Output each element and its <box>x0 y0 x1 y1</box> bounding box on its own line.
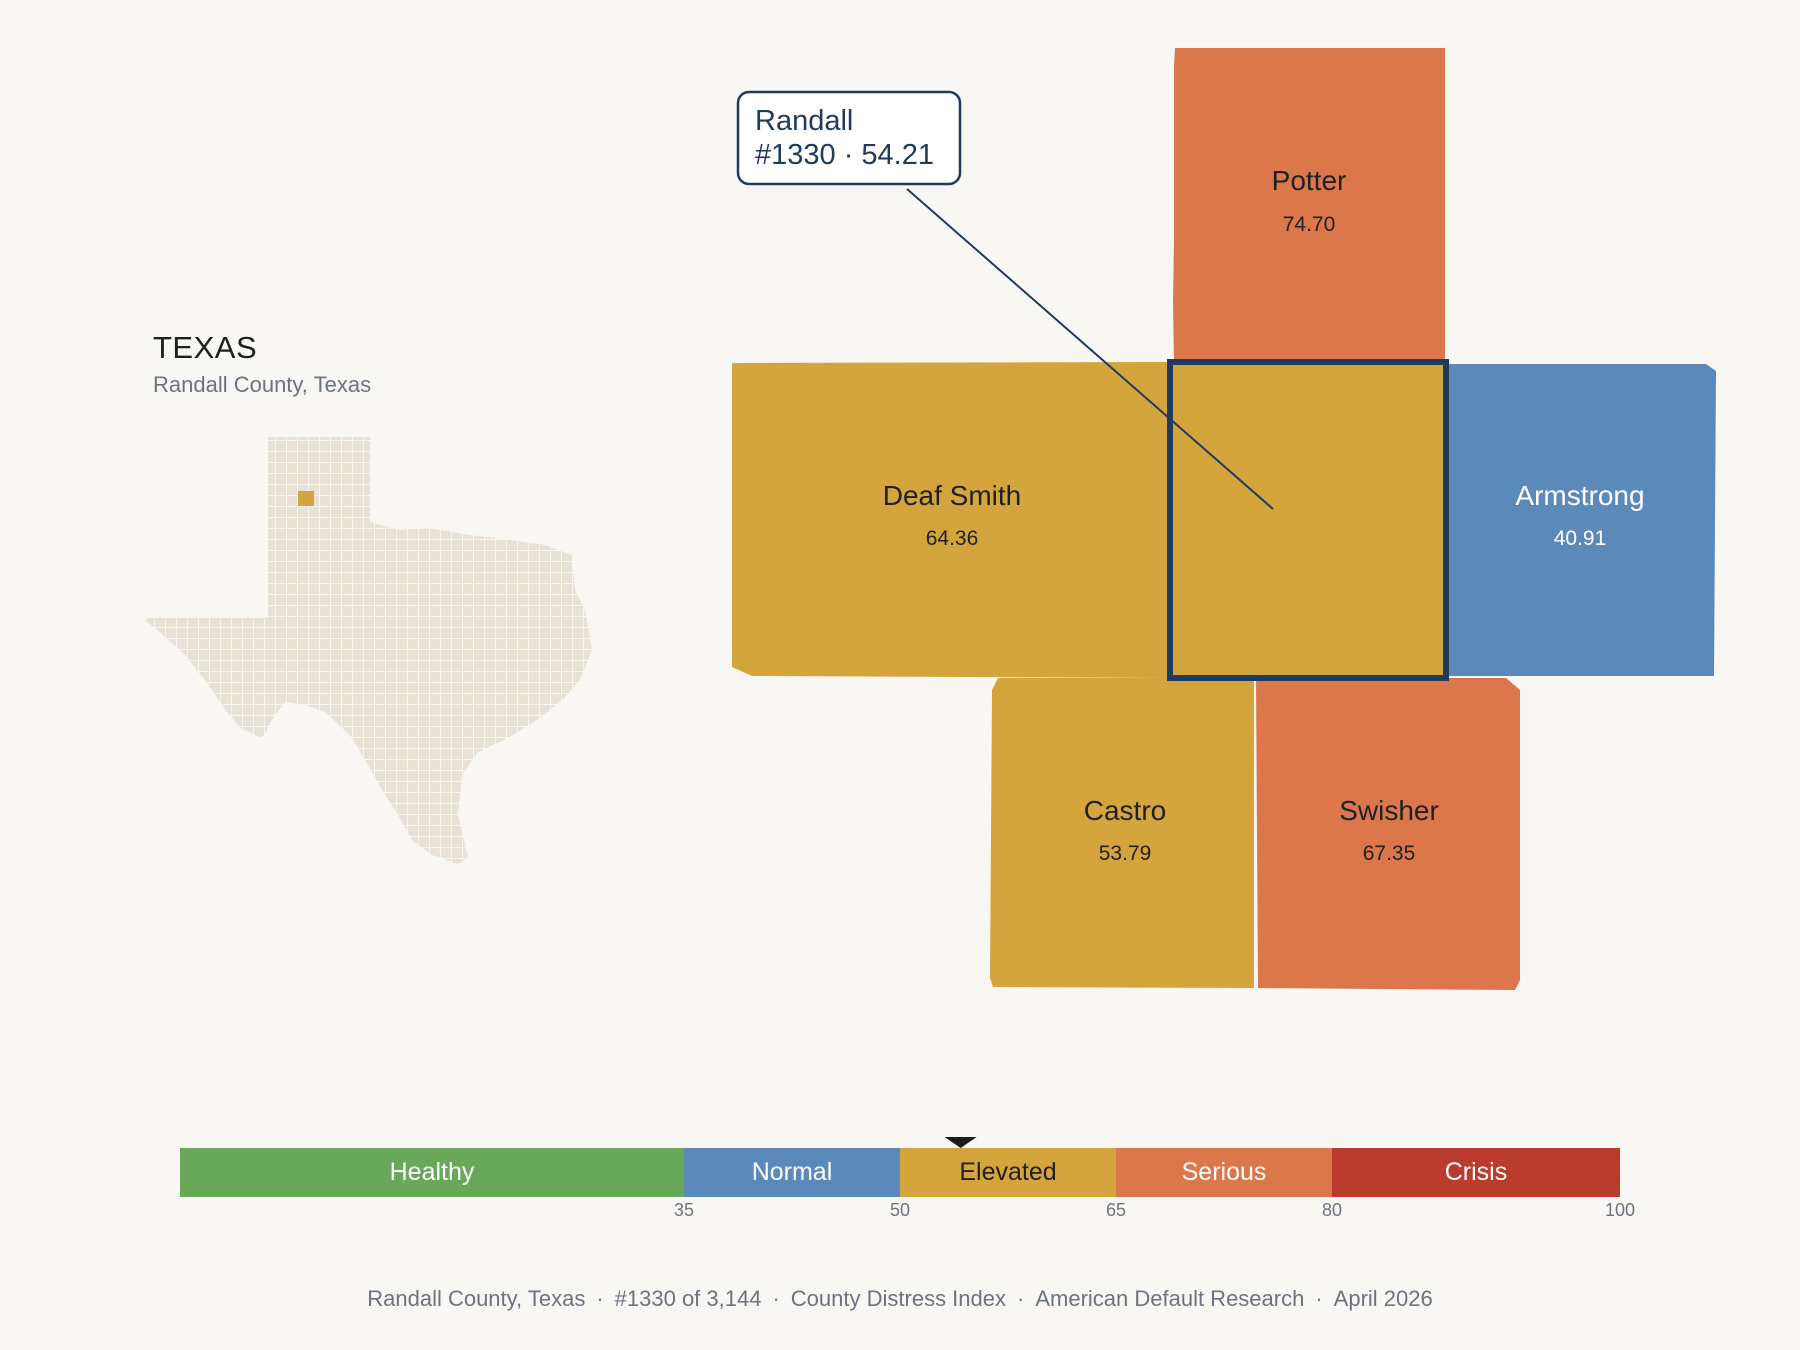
legend-band-crisis <box>1332 1148 1620 1197</box>
county-swisher[interactable] <box>1256 678 1520 990</box>
legend-label-normal: Normal <box>752 1158 833 1186</box>
callout-leader-line <box>906 188 1274 510</box>
footer-date: April 2026 <box>1333 1286 1433 1311</box>
county-potter-value: 74.70 <box>1283 213 1336 236</box>
legend-tick-35: 35 <box>674 1200 694 1220</box>
legend-label-healthy: Healthy <box>390 1158 475 1186</box>
legend-tick-65: 65 <box>1106 1200 1126 1220</box>
county-deaf-smith-value: 64.36 <box>926 527 979 550</box>
selected-county-marker <box>298 491 314 506</box>
county-callout: Randall #1330 · 54.21 <box>736 90 1274 510</box>
legend-value-marker-icon <box>944 1137 977 1148</box>
legend-band-elevated <box>900 1148 1116 1197</box>
legend-label-elevated: Elevated <box>959 1158 1056 1186</box>
distress-scale-legend: Healthy Normal Elevated Serious Crisis 3… <box>180 1137 1635 1220</box>
county-map <box>732 48 1716 990</box>
county-grid <box>145 437 592 864</box>
county-swisher-value: 67.35 <box>1363 842 1416 865</box>
county-randall[interactable] <box>1167 359 1449 681</box>
county-armstrong[interactable] <box>1447 364 1716 676</box>
footer-rank: #1330 of 3,144 <box>614 1286 762 1311</box>
county-deaf-smith-name: Deaf Smith <box>883 480 1022 511</box>
legend-tick-100: 100 <box>1605 1200 1635 1220</box>
county-castro-name: Castro <box>1084 795 1166 826</box>
legend-band-healthy <box>180 1148 684 1197</box>
footer: Randall County, Texas · #1330 of 3,144 · Cou… <box>367 1286 1433 1311</box>
county-armstrong-value: 40.91 <box>1554 527 1607 550</box>
county-castro[interactable] <box>990 678 1254 988</box>
callout-name: Randall <box>755 105 853 137</box>
county-potter[interactable] <box>1173 48 1445 362</box>
legend-tick-80: 80 <box>1322 1200 1342 1220</box>
county-swisher-name: Swisher <box>1339 795 1439 826</box>
state-subtitle: Randall County, Texas <box>153 372 372 397</box>
state-title: TEXAS <box>153 330 258 365</box>
state-locator-map <box>145 437 592 864</box>
footer-source: American Default Research <box>1035 1286 1305 1311</box>
footer-index: County Distress Index <box>790 1286 1006 1311</box>
county-armstrong-name: Armstrong <box>1515 480 1644 511</box>
callout-detail: #1330 · 54.21 <box>755 139 934 171</box>
callout-box <box>736 90 962 186</box>
legend-label-serious: Serious <box>1182 1158 1267 1186</box>
county-potter-name: Potter <box>1272 165 1347 196</box>
legend-tick-50: 50 <box>890 1200 910 1220</box>
legend-band-serious <box>1116 1148 1332 1197</box>
county-castro-value: 53.79 <box>1099 842 1152 865</box>
legend-label-crisis: Crisis <box>1445 1158 1508 1186</box>
county-deaf-smith[interactable] <box>732 362 1170 678</box>
county-labels: Potter 74.70 Deaf Smith 64.36 Armstrong … <box>883 165 1645 865</box>
footer-county: Randall County, Texas <box>367 1286 586 1311</box>
legend-band-normal <box>684 1148 900 1197</box>
